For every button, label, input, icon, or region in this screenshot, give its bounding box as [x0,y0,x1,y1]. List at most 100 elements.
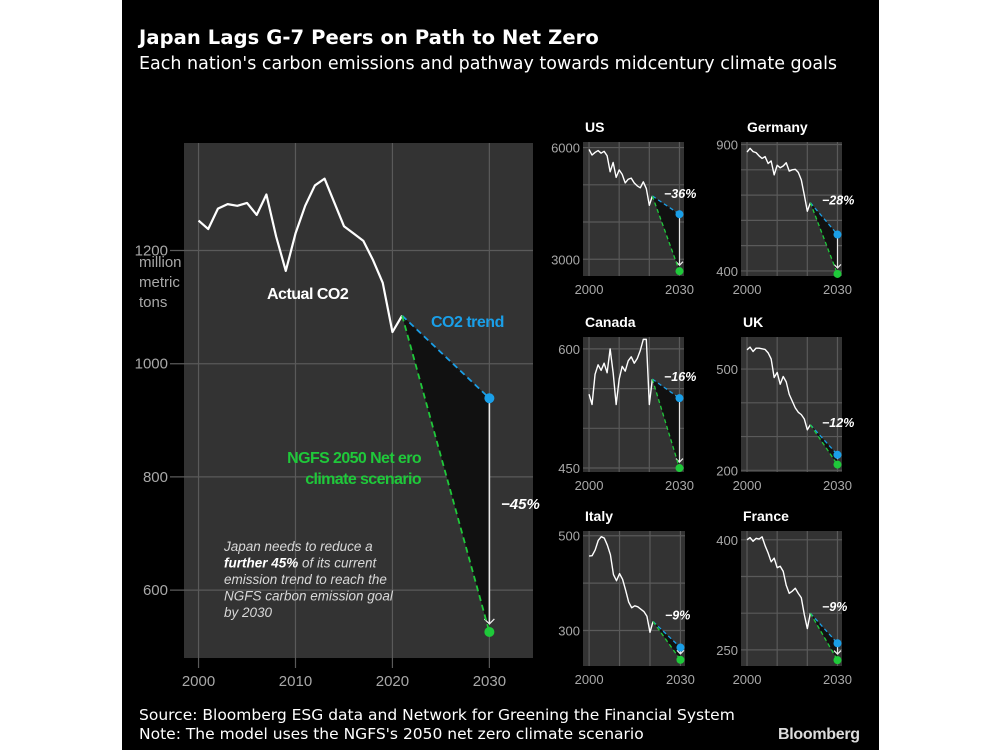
y-tick-label: 3000 [551,252,580,267]
y-tick-label: 400 [716,533,738,548]
annotation-note-text: NGFS carbon emission goal [224,589,394,604]
y-axis-unit-label: million [139,254,182,271]
gap-percent-label: −45% [501,496,540,513]
actual-co2-line [588,535,654,634]
actual-co2-line [197,177,404,334]
y-tick-label: 300 [558,623,580,638]
y-tick-label: 600 [558,342,580,357]
actual-co2-line [746,346,811,431]
ngfs-endpoint [833,269,842,278]
ngfs-endpoint [833,460,842,469]
actual-co2-line [588,338,654,406]
annotation-note-text: by 2030 [224,605,273,620]
panel-title: Italy [585,508,613,524]
y-tick-label: 500 [558,529,580,544]
ngfs-endpoint [675,267,684,276]
ngfs-scenario-label: NGFS 2050 Net ero [287,450,422,467]
gap-area [810,613,838,661]
y-tick-label: 1000 [135,356,168,373]
y-tick-label: 900 [716,138,738,153]
ngfs-scenario-line [652,621,681,661]
ngfs-endpoint [833,656,842,665]
actual-co2-label: Actual CO2 [267,286,349,303]
ngfs-endpoint [484,626,495,637]
ngfs-scenario-line [809,202,839,275]
co2-trend-endpoint [833,450,842,459]
y-tick-label: 800 [143,469,168,486]
co2-trend-endpoint [676,643,685,652]
y-tick-label: 1200 [135,243,168,260]
x-tick-label: 2030 [473,673,506,690]
ngfs-scenario-label: climate scenario [305,471,422,488]
y-tick-label: 600 [143,582,168,599]
annotation-note-line: emission trend to reach the [224,572,387,587]
co2-trend-endpoint [833,230,842,239]
actual-co2-line [746,147,812,212]
co2-trend-line [401,314,490,399]
plot-panel [583,531,685,666]
x-tick-label: 2000 [575,478,604,493]
x-tick-label: 2000 [733,282,762,297]
co2-trend-endpoint [484,393,495,404]
chart-italy: 2000 2030 300 500 Italy −9% [558,508,695,687]
annotation-note-line: Japan needs to reduce a [223,539,373,554]
chart-subtitle: Each nation's carbon emissions and pathw… [139,54,838,74]
gap-percent-label: −16% [664,370,696,384]
ngfs-scenario-line [651,195,681,272]
ngfs-scenario-line [401,315,491,633]
co2-trend-endpoint [675,394,684,403]
annotation-note-text: of its current [298,556,377,571]
model-note: Note: The model uses the NGFS's 2050 net… [139,725,644,743]
gap-arrow-head [833,650,842,656]
y-tick-label: 500 [716,362,738,377]
panel-title: France [743,508,789,524]
plot-panel [741,531,842,666]
source-note: Source: Bloomberg ESG data and Network f… [139,706,735,724]
x-tick-label: 2000 [182,673,215,690]
x-tick-label: 2030 [665,478,694,493]
co2-trend-line [651,195,680,215]
y-tick-label: 250 [716,643,738,658]
x-tick-label: 2030 [823,672,852,687]
bloomberg-logo: Bloomberg [778,726,860,743]
annotation-note-line: NGFS carbon emission goal [224,589,394,604]
x-tick-label: 2030 [823,478,852,493]
gap-area [652,379,680,469]
panel-title: US [585,119,604,135]
gap-arrow-head [833,264,842,269]
chart-canada: 2000 2030 450 600 Canada −16% [558,314,696,493]
x-tick-label: 2000 [733,672,762,687]
y-tick-label: 450 [558,461,580,476]
chart-uk: 2000 2030 200 500 UK −12% [716,314,854,493]
x-tick-label: 2030 [823,282,852,297]
actual-co2-line [588,149,654,206]
x-tick-label: 2000 [575,282,604,297]
annotation-note-line: by 2030 [224,605,273,620]
actual-co2-line [746,536,812,630]
gap-percent-label: −9% [822,600,847,614]
x-tick-label: 2030 [666,672,695,687]
panel-title: Germany [747,119,808,135]
gap-area [653,621,681,660]
gap-percent-label: −12% [822,416,854,430]
chart-germany: 2000 2030 400 900 Germany −28% [716,119,854,297]
gap-arrow-head [676,649,685,655]
chart-us: 2000 2030 3000 6000 US −36% [551,119,696,297]
x-tick-label: 2000 [733,478,762,493]
annotation-note-text: Japan needs to reduce a [223,539,373,554]
annotation-note-text: emission trend to reach the [224,572,387,587]
co2-trend-endpoint [833,639,842,648]
panel-title: Canada [585,314,636,330]
panel-title: UK [743,314,763,330]
x-tick-label: 2010 [279,673,312,690]
co2-trend-line [651,378,680,399]
y-axis-unit-label: tons [139,294,167,311]
y-tick-label: 6000 [551,141,580,156]
annotation-note-emphasis: further 45% [224,556,298,571]
y-tick-label: 400 [716,264,738,279]
gap-percent-label: −28% [822,194,854,208]
x-tick-label: 2000 [575,672,604,687]
plot-panel [741,337,842,472]
